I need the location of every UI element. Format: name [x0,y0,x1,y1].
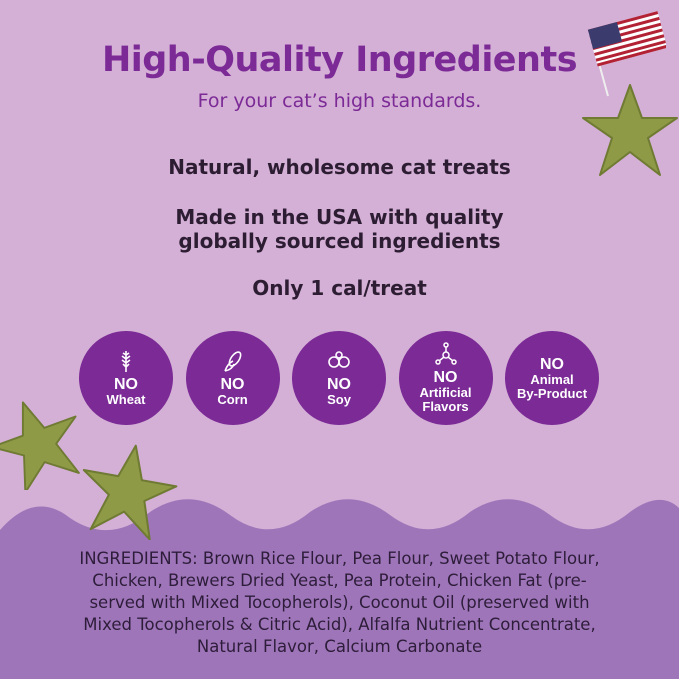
ingredients-line: served with Mixed Tocopherols), Coconut … [89,593,590,612]
feature-made-in-usa-line1: Made in the USA with quality [175,205,504,229]
badge-label: Artificial [419,385,472,400]
badge-label: Wheat [106,392,146,407]
badge-no-wheat: NO Wheat [79,331,173,425]
treat-star-bottom-left [82,444,178,540]
badge-no-animal-by-product: NO Animal By-Product [505,331,599,425]
corn-icon [223,351,241,372]
ingredients-list: INGREDIENTS: Brown Rice Flour, Pea Flour… [0,548,679,658]
badge-no-soy: NO Soy [292,331,386,425]
badges-row: NO Wheat NO Corn NO Soy NO Artificial Fl… [79,331,599,425]
ingredients-line: Mixed Tocopherols & Citric Acid), Alfalf… [83,615,596,634]
feature-natural: Natural, wholesome cat treats [168,155,511,179]
treat-star-left [0,401,80,490]
feature-calories: Only 1 cal/treat [252,276,427,300]
badge-no-text: NO [114,376,138,393]
page-subtitle: For your cat’s high standards. [197,90,482,112]
badge-no-corn: NO Corn [185,331,280,425]
badge-label: Soy [327,392,351,407]
badge-label-2: Flavors [422,399,469,414]
treat-star-top-right [582,84,678,176]
wheat-icon [121,351,131,372]
ingredients-line: INGREDIENTS: Brown Rice Flour, Pea Flour… [79,549,600,568]
page-title: High-Quality Ingredients [101,40,578,80]
molecule-icon [434,342,457,365]
ingredients-line: Chicken, Brewers Dried Yeast, Pea Protei… [92,571,587,590]
ingredients-band [0,499,679,679]
badge-no-text: NO [327,376,351,393]
badge-no-text: NO [540,355,564,373]
ingredients-line: Natural Flavor, Calcium Carbonate [196,637,483,656]
badge-no-text: NO [220,376,245,393]
badge-label: Corn [217,392,248,407]
us-flag-icon [587,11,666,97]
badge-no-artificial-flavors: NO Artificial Flavors [398,331,493,425]
badge-no-text: NO [433,369,458,386]
badge-label: Animal [530,371,574,387]
feature-made-in-usa-line2: globally sourced ingredients [178,229,501,253]
badge-label-2: By-Product [516,385,588,401]
soy-icon [328,351,350,368]
